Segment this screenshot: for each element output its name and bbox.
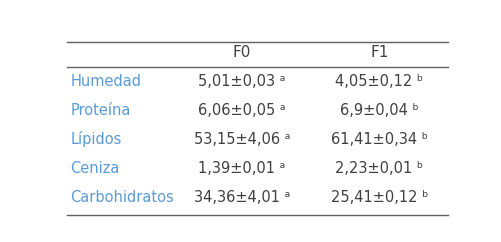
Text: F1: F1 (369, 45, 388, 60)
Text: Humedad: Humedad (70, 74, 141, 89)
Text: 6,9±0,04 ᵇ: 6,9±0,04 ᵇ (339, 103, 418, 118)
Text: Ceniza: Ceniza (70, 161, 120, 176)
Text: 2,23±0,01 ᵇ: 2,23±0,01 ᵇ (335, 161, 422, 176)
Text: 34,36±4,01 ᵃ: 34,36±4,01 ᵃ (193, 190, 290, 205)
Text: 25,41±0,12 ᵇ: 25,41±0,12 ᵇ (330, 190, 427, 205)
Text: Proteína: Proteína (70, 103, 131, 118)
Text: 1,39±0,01 ᵃ: 1,39±0,01 ᵃ (198, 161, 285, 176)
Text: 53,15±4,06 ᵃ: 53,15±4,06 ᵃ (193, 132, 290, 147)
Text: 61,41±0,34 ᵇ: 61,41±0,34 ᵇ (330, 132, 427, 147)
Text: 4,05±0,12 ᵇ: 4,05±0,12 ᵇ (335, 74, 422, 89)
Text: F0: F0 (232, 45, 250, 60)
Text: 6,06±0,05 ᵃ: 6,06±0,05 ᵃ (198, 103, 285, 118)
Text: Lípidos: Lípidos (70, 131, 122, 147)
Text: 5,01±0,03 ᵃ: 5,01±0,03 ᵃ (198, 74, 285, 89)
Text: Carbohidratos: Carbohidratos (70, 190, 174, 205)
